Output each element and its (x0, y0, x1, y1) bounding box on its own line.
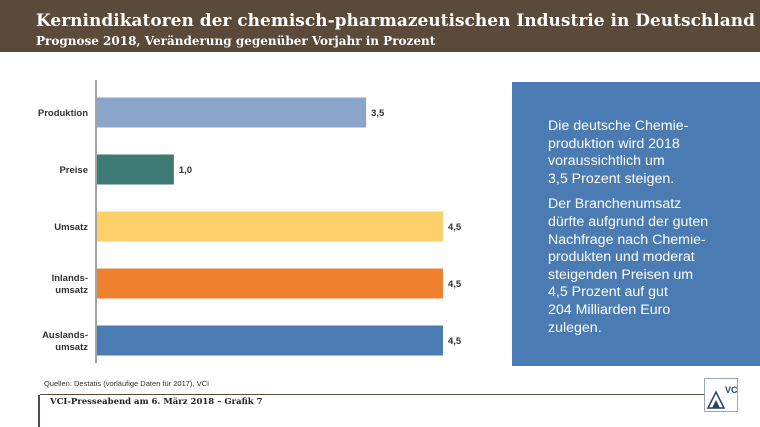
page-subtitle: Prognose 2018, Veränderung gegenüber Vor… (36, 34, 436, 48)
bar-0 (97, 97, 367, 128)
footer-accent-bar (38, 395, 40, 427)
category-label-4: Auslands-umsatz (42, 330, 88, 353)
value-label-4: 4,5 (448, 336, 462, 347)
bar-2 (97, 211, 443, 242)
value-label-2: 4,5 (448, 222, 462, 233)
value-label-1: 1,0 (179, 165, 192, 176)
footer-text: VCI-Presseabend am 6. März 2018 – Grafik… (50, 397, 263, 407)
category-label-1: Preise (59, 165, 88, 176)
value-label-0: 3,5 (371, 108, 385, 119)
logo-text: VCI (725, 385, 738, 395)
header-band: Kernindikatoren der chemisch-pharmazeuti… (0, 0, 760, 52)
page-title: Kernindikatoren der chemisch-pharmazeuti… (36, 11, 755, 31)
bar-3 (97, 268, 443, 299)
bar-chart: Produktion 3,5 Preise 1,0 Umsatz 4,5 Inlands-u… (38, 80, 462, 363)
info-paragraph-1: Die deutsche Chemie- produktion wird 201… (548, 118, 689, 187)
bar-1 (97, 154, 174, 185)
category-label-3: Inlands-umsatz (52, 273, 89, 296)
source-note: Quellen: Destatis (vorläufige Daten für … (44, 379, 210, 388)
value-label-3: 4,5 (448, 279, 462, 290)
bar-4 (97, 325, 443, 356)
info-box: Die deutsche Chemie- produktion wird 201… (512, 82, 760, 366)
category-label-2: Umsatz (54, 222, 88, 233)
footer-divider (40, 394, 732, 395)
category-label-0: Produktion (38, 108, 88, 119)
vci-logo-icon: VCI (704, 378, 738, 412)
info-paragraph-2: Der Branchenumsatz dürfte aufgrund der g… (548, 196, 709, 336)
